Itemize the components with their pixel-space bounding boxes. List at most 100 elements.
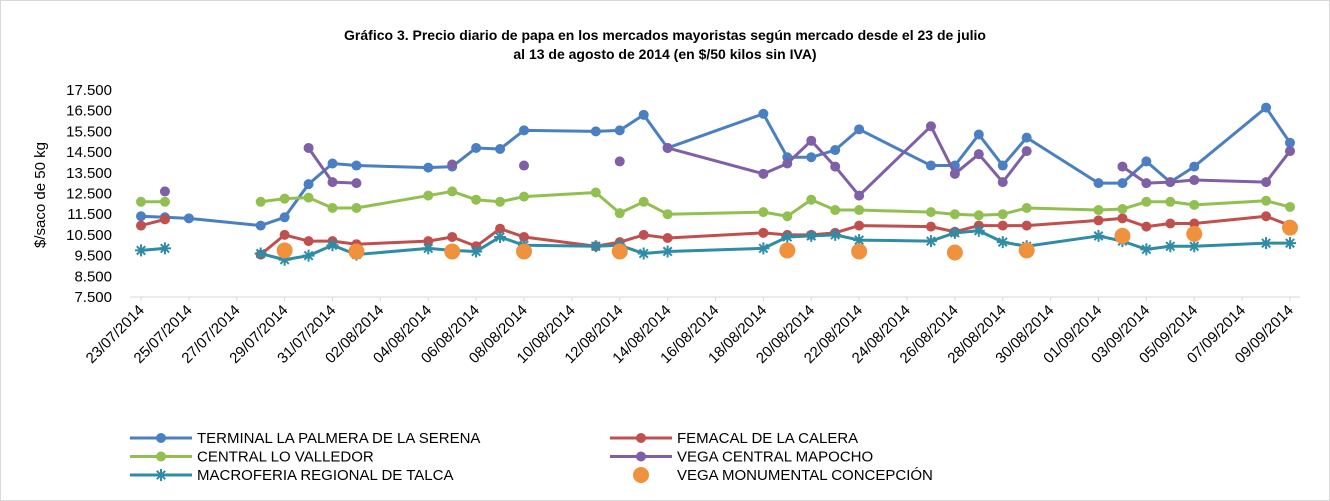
data-point bbox=[614, 156, 625, 167]
data-point bbox=[326, 239, 339, 252]
data-point bbox=[495, 143, 506, 154]
legend-label: MACROFERIA REGIONAL DE TALCA bbox=[197, 467, 453, 484]
data-point bbox=[611, 243, 628, 260]
data-point bbox=[779, 242, 796, 259]
data-point bbox=[303, 142, 314, 153]
data-point bbox=[348, 243, 365, 260]
legend-label: VEGA MONUMENTAL CONCEPCIÓN bbox=[677, 467, 933, 484]
data-point bbox=[302, 249, 315, 262]
data-point bbox=[830, 145, 841, 156]
series bbox=[159, 121, 1295, 462]
data-point bbox=[782, 211, 793, 222]
chart-title: Gráfico 3. Precio diario de papa en los … bbox=[344, 27, 986, 43]
y-axis-label: $/saco de 50 kg bbox=[32, 142, 49, 248]
data-point bbox=[519, 231, 529, 242]
data-point bbox=[444, 243, 461, 260]
data-point bbox=[1285, 201, 1295, 212]
data-point bbox=[1117, 204, 1128, 215]
data-point bbox=[1141, 221, 1152, 232]
data-point bbox=[327, 158, 338, 169]
data-point bbox=[1141, 178, 1152, 189]
data-point bbox=[782, 158, 793, 169]
data-point bbox=[1141, 156, 1152, 167]
data-point bbox=[255, 196, 266, 207]
y-tick-label: 17.500 bbox=[66, 82, 112, 99]
data-point bbox=[1021, 202, 1032, 213]
data-point bbox=[853, 234, 866, 247]
data-point bbox=[495, 196, 506, 207]
y-tick-label: 13.500 bbox=[66, 165, 112, 182]
data-point bbox=[159, 196, 170, 207]
data-point bbox=[638, 229, 649, 240]
data-point bbox=[470, 245, 483, 258]
data-point bbox=[854, 220, 865, 231]
data-point bbox=[1261, 177, 1272, 188]
data-point bbox=[806, 152, 817, 163]
data-point bbox=[1018, 242, 1035, 259]
data-point bbox=[854, 190, 865, 201]
data-point bbox=[638, 109, 649, 120]
legend-label: VEGA CENTRAL MAPOCHO bbox=[677, 449, 873, 466]
data-point bbox=[423, 162, 434, 173]
data-point bbox=[830, 161, 841, 172]
data-point bbox=[829, 228, 842, 241]
y-tick-label: 14.500 bbox=[66, 144, 112, 161]
data-point bbox=[1261, 102, 1272, 113]
data-point bbox=[423, 236, 434, 247]
data-point bbox=[1284, 237, 1296, 250]
data-point bbox=[662, 233, 673, 244]
data-point bbox=[997, 220, 1008, 231]
data-point bbox=[519, 125, 529, 136]
data-point bbox=[1165, 218, 1176, 229]
data-point bbox=[471, 142, 482, 153]
data-point bbox=[327, 202, 338, 213]
data-point bbox=[925, 221, 936, 232]
data-point bbox=[495, 223, 506, 234]
legend-label: CENTRAL LO VALLEDOR bbox=[197, 449, 374, 466]
data-point bbox=[1164, 240, 1177, 253]
y-tick-label: 11.500 bbox=[67, 206, 112, 223]
data-point bbox=[1189, 161, 1200, 172]
data-point bbox=[949, 209, 960, 220]
data-point bbox=[1092, 229, 1105, 242]
data-point bbox=[830, 205, 841, 216]
data-point bbox=[851, 243, 868, 260]
data-point bbox=[996, 236, 1009, 249]
data-point bbox=[997, 209, 1008, 220]
data-point bbox=[614, 125, 625, 136]
data-point bbox=[1117, 178, 1128, 189]
data-point bbox=[1260, 237, 1273, 250]
data-point bbox=[925, 160, 936, 171]
data-point bbox=[159, 214, 170, 225]
data-point bbox=[806, 194, 817, 205]
data-point bbox=[516, 243, 532, 260]
data-point bbox=[973, 210, 984, 221]
data-point bbox=[758, 227, 769, 238]
data-point bbox=[351, 160, 362, 171]
data-point bbox=[471, 194, 482, 205]
data-point bbox=[136, 220, 146, 231]
data-point bbox=[1021, 132, 1032, 143]
data-point bbox=[447, 186, 458, 197]
data-point bbox=[1285, 137, 1295, 148]
data-point bbox=[1114, 227, 1131, 244]
data-point bbox=[1093, 178, 1104, 189]
data-point bbox=[423, 190, 434, 201]
data-point bbox=[1285, 146, 1295, 157]
data-point bbox=[276, 242, 293, 259]
data-point bbox=[494, 230, 507, 243]
legend-label: FEMACAL DE LA CALERA bbox=[677, 430, 858, 447]
series-line bbox=[140, 106, 1292, 228]
data-point bbox=[303, 236, 314, 247]
data-point bbox=[183, 213, 194, 224]
data-point bbox=[946, 244, 963, 261]
data-point bbox=[662, 142, 673, 153]
y-tick-label: 16.500 bbox=[66, 103, 112, 120]
data-point bbox=[1117, 213, 1128, 224]
data-point bbox=[854, 124, 865, 135]
data-point bbox=[1021, 146, 1032, 157]
data-point bbox=[303, 179, 314, 190]
data-point bbox=[1189, 199, 1200, 210]
data-point bbox=[1141, 196, 1152, 207]
data-point bbox=[351, 202, 362, 213]
